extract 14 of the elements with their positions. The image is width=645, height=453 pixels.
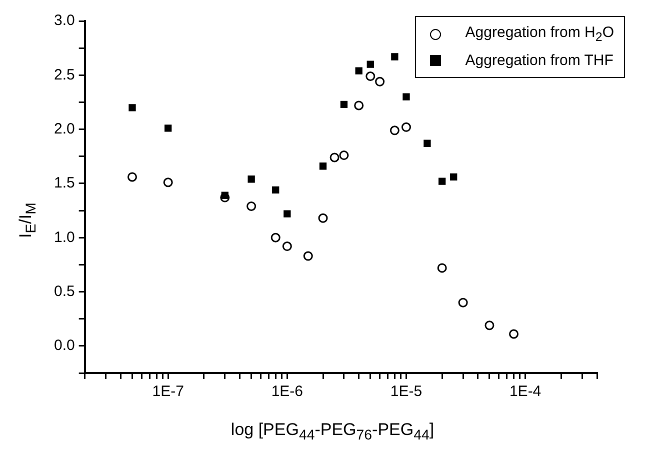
y-tick-label: 1.0: [54, 228, 75, 246]
y-tick-label: 2.0: [54, 120, 75, 138]
x-tick-label: 1E-6: [271, 383, 303, 400]
y-tick-label: 0.5: [54, 282, 75, 300]
legend-label: Aggregation from THF: [465, 52, 614, 68]
y-tick-label: 2.5: [54, 66, 75, 84]
x-axis-title: log [PEG$_{44}$-PEG$_{76}$-PEG$_{44}$]: [230, 420, 436, 443]
y-tick-label: 3.0: [54, 12, 75, 30]
x-tick-label: 1E-5: [390, 383, 422, 400]
y-tick-label: 1.5: [54, 174, 75, 192]
legend-label: Aggregation from H$_{2}$O: [465, 24, 614, 44]
y-tick-label: 0.0: [54, 337, 75, 354]
x-tick-label: 1E-7: [152, 383, 184, 400]
x-tick-label: 1E-4: [509, 383, 542, 400]
